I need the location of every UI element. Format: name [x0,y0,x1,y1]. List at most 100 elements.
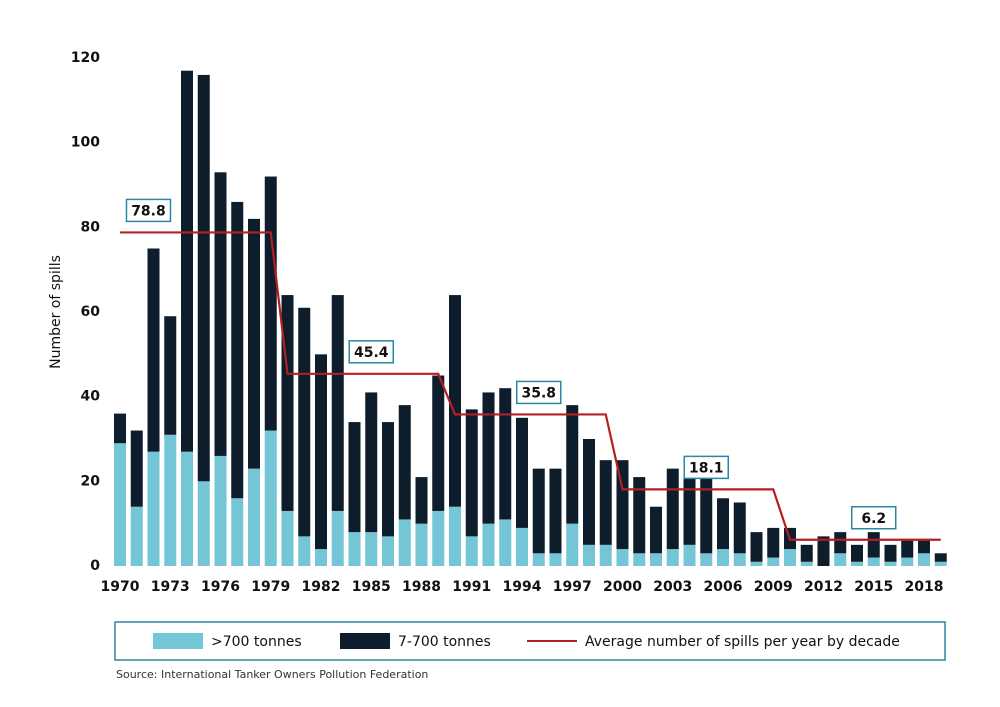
bar-segment [867,532,880,558]
bar-segment [348,532,361,566]
bar-segment [197,481,210,566]
bar-segment [164,316,177,435]
bar-segment [733,553,746,566]
bar-segment [114,443,126,566]
bar-segment [214,455,227,566]
bar-segment [666,468,679,550]
bar-segment [415,523,428,566]
bar-segment [315,549,327,566]
x-tick-label: 2018 [905,579,944,595]
bar-segment [750,561,763,566]
legend-label: Average number of spills per year by dec… [585,634,900,650]
bar-segment [516,417,528,528]
bar-segment [482,523,495,566]
bar-segment [264,430,277,566]
bar-segment [382,536,394,566]
bar-segment [331,295,344,511]
bar-segment [264,176,277,431]
bar-segment [767,557,780,566]
y-tick-label: 80 [81,219,101,235]
bar-segment [884,561,897,566]
value-label-box [125,198,172,223]
bar-segment [750,532,763,562]
bar-segment [733,502,746,554]
x-tick-label: 1982 [302,579,341,595]
bar-segment [717,498,729,550]
legend-label: >700 tonnes [211,634,302,650]
value-label: 35.8 [521,385,556,401]
bar-segment [633,477,646,554]
bar-segment [884,544,897,562]
bar-segment [817,536,830,566]
bar-segment [197,74,210,482]
bar-segment [382,422,394,537]
bar-segment [499,388,512,520]
y-axis-label: Number of spills [48,255,64,369]
bar-segment [767,527,780,558]
x-tick-label: 1979 [251,579,290,595]
x-tick-label: 1976 [201,579,240,595]
bar-segment [432,510,445,566]
bar-segment [449,506,461,566]
bar-segment [901,557,914,566]
bar-segment [532,468,545,554]
bar-segment [549,553,562,566]
bar-segment [298,536,311,566]
bar-segment [181,451,193,566]
bar-segment [465,409,478,537]
bar-segment [616,549,629,566]
x-tick-label: 1991 [452,579,491,595]
bar-segment [599,544,612,566]
legend-box [114,621,946,661]
bar-segment [147,451,160,566]
bar-segment [231,498,244,566]
bar-segment [800,561,813,566]
y-tick-label: 60 [81,304,101,320]
bar-segment [599,460,612,545]
legend-swatch [153,633,203,649]
x-tick-label: 1970 [101,579,140,595]
x-tick-label: 1997 [553,579,592,595]
y-tick-label: 120 [71,50,100,66]
bar-segment [398,405,411,520]
source-note: Source: International Tanker Owners Poll… [116,668,428,681]
bar-segment [549,468,562,554]
x-tick-label: 2003 [653,579,692,595]
bar-segment [566,405,579,524]
bar-segment [583,439,595,545]
bar-segment [834,532,847,554]
bar-segment [566,523,579,566]
bar-segment [281,510,294,566]
bar-segment [650,553,662,566]
bar-segment [415,477,428,524]
bar-segment [901,540,914,558]
value-label: 78.8 [131,203,166,219]
bar-segment [398,519,411,566]
legend-swatch [340,633,390,649]
bar-segment [918,553,930,566]
bar-segment [700,553,713,566]
bar-segment [449,295,461,507]
bar-segment [432,375,445,511]
x-tick-label: 1988 [402,579,441,595]
x-tick-label: 2006 [704,579,743,595]
average-line [120,231,941,541]
x-tick-label: 1973 [151,579,190,595]
bar-segment [934,553,947,562]
bar-segment [717,549,729,566]
bar-segment [532,553,545,566]
value-label-box [516,380,562,405]
value-label-box [851,506,897,530]
bar-segment [834,553,847,566]
bar-segment [181,70,193,452]
x-tick-label: 2012 [804,579,843,595]
bar-segment [683,544,696,566]
bar-segment [683,460,696,545]
x-tick-label: 1994 [503,579,542,595]
legend-label: 7-700 tonnes [398,634,491,650]
bar-segment [934,561,947,566]
bar-segment [231,201,244,499]
bar-segment [867,557,880,566]
bar-segment [365,392,378,533]
